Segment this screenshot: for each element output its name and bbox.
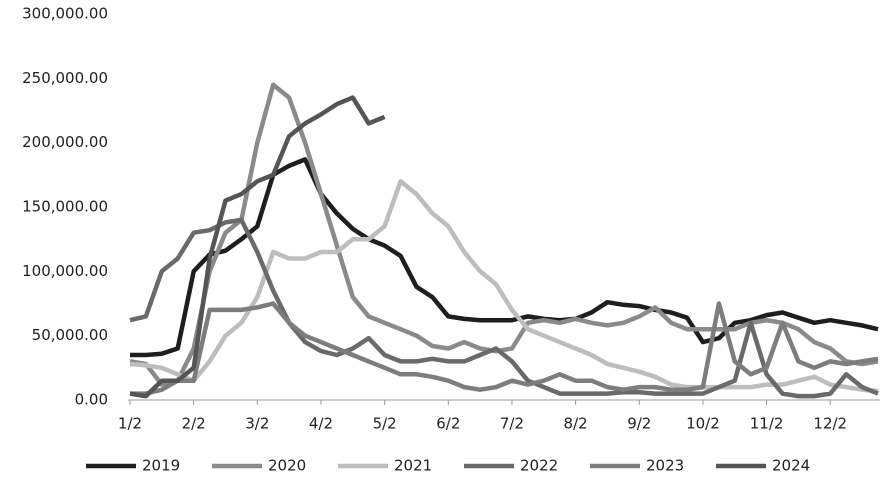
legend-label: 2021 (394, 457, 432, 475)
x-tick-label: 2/2 (182, 415, 206, 433)
series-line (129, 95, 386, 399)
series-line (130, 301, 879, 396)
y-tick-label: 100,000.00 (22, 262, 108, 280)
x-tick-label: 4/2 (309, 415, 333, 433)
y-tick-label: 150,000.00 (22, 198, 108, 216)
y-tick-label: 250,000.00 (22, 69, 108, 87)
series-line (129, 82, 879, 387)
x-tick-label: 3/2 (245, 415, 269, 433)
legend-label: 2019 (142, 457, 180, 475)
y-tick-label: 0.00 (75, 391, 108, 409)
y-tick-label: 50,000.00 (32, 326, 108, 344)
legend-label: 2024 (772, 457, 810, 475)
series-line (129, 179, 879, 394)
x-tick-label: 5/2 (373, 415, 397, 433)
legend-label: 2020 (268, 457, 306, 475)
x-tick-label: 6/2 (436, 415, 460, 433)
x-tick-label: 8/2 (564, 415, 588, 433)
y-tick-label: 200,000.00 (22, 133, 108, 151)
x-tick-label: 9/2 (627, 415, 651, 433)
legend-label: 2023 (646, 457, 684, 475)
series-line (130, 157, 879, 358)
x-tick-label: 11/2 (750, 415, 784, 433)
x-tick-label: 12/2 (813, 415, 847, 433)
x-tick-label: 7/2 (500, 415, 524, 433)
x-tick-label: 10/2 (686, 415, 720, 433)
x-tick-label: 1/2 (118, 415, 142, 433)
legend-label: 2022 (520, 457, 558, 475)
y-tick-label: 300,000.00 (22, 5, 108, 23)
series-line (129, 217, 879, 399)
